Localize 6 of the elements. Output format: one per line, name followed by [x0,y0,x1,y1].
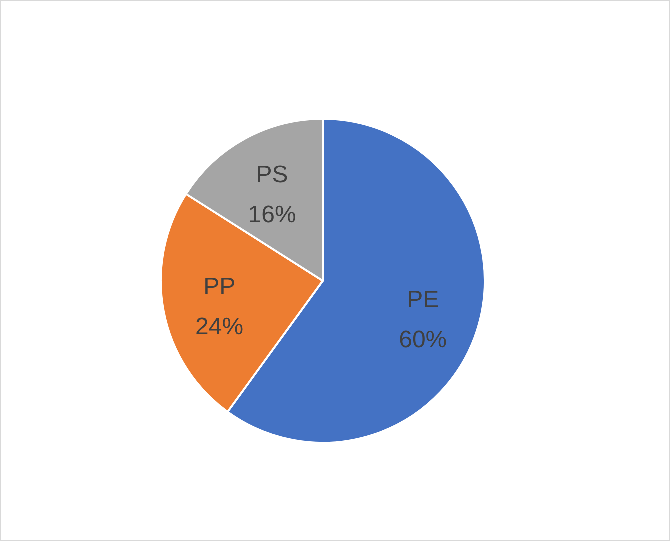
slice-label: PP [204,274,236,301]
slice-label: PE [407,286,440,314]
data-label: 16% [248,202,296,229]
data-label: 60% [399,326,448,354]
slice-label: PS [256,162,288,189]
data-label: 24% [196,314,244,341]
